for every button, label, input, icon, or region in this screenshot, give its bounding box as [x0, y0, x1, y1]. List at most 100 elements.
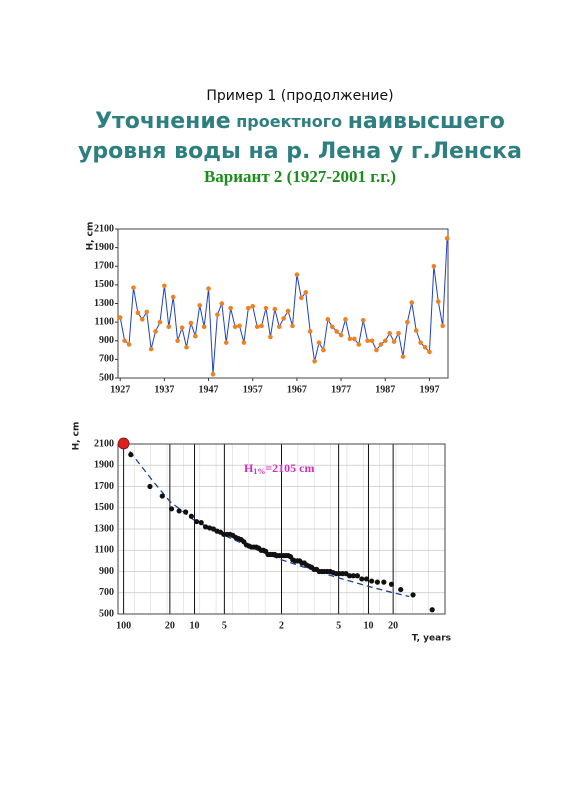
data-point: [281, 316, 286, 321]
x-tick-label: 10: [190, 620, 200, 631]
data-point: [365, 338, 370, 344]
y-tick-label: 2100: [94, 438, 114, 449]
y-tick-label: 1100: [95, 316, 114, 327]
x-tick-label: 100: [116, 620, 131, 631]
y-tick-label: 900: [99, 335, 114, 346]
data-point: [316, 340, 322, 345]
data-point: [184, 344, 189, 350]
title-part: проектного: [236, 112, 342, 131]
title-line: Уточнение проектного наивысшего: [95, 109, 505, 134]
data-point: [166, 324, 172, 330]
data-point: [276, 324, 282, 330]
data-point: [312, 358, 317, 364]
data-point: [259, 323, 264, 329]
data-point: [175, 338, 180, 344]
data-point: [334, 329, 339, 334]
data-point: [378, 342, 384, 347]
data-point: [263, 305, 269, 311]
data-point: [122, 338, 127, 344]
y-axis-label: H, cm: [72, 422, 82, 451]
data-point: [135, 310, 141, 316]
data-point: [290, 323, 295, 329]
data-point: [162, 283, 167, 289]
slide-label: Пример 1 (продолжение): [206, 88, 393, 104]
data-point: [232, 324, 238, 330]
data-point: [338, 332, 344, 338]
data-point: [343, 317, 348, 322]
x-axis-label: T, years: [412, 634, 451, 644]
data-point: [359, 576, 365, 582]
annotation: H1%=2105 cm: [244, 461, 315, 476]
y-tick-label: 1500: [94, 279, 114, 290]
data-point: [148, 346, 154, 352]
data-point: [215, 312, 220, 317]
plot-frame: [117, 228, 449, 379]
data-point: [382, 338, 388, 344]
data-point: [197, 303, 203, 308]
annotation-part: H: [244, 461, 254, 475]
y-tick-label: 1300: [94, 523, 114, 534]
x-tick-label: 1987: [375, 384, 395, 395]
data-point: [374, 579, 380, 585]
x-tick-label: 2: [279, 620, 284, 631]
data-point: [228, 305, 233, 311]
y-tick-label: 2100: [94, 223, 114, 234]
data-point: [391, 339, 397, 344]
y-tick-label: 1300: [94, 298, 114, 309]
y-tick-label: 700: [99, 354, 114, 365]
data-point: [237, 323, 242, 329]
data-point: [321, 347, 326, 353]
data-point: [219, 301, 225, 306]
data-point: [347, 336, 353, 342]
data-point: [294, 272, 300, 277]
data-point: [193, 333, 198, 339]
x-tick-label: 1957: [243, 384, 263, 395]
data-point: [427, 349, 432, 355]
data-point: [435, 299, 441, 304]
data-point: [413, 328, 419, 333]
y-tick-label: 1900: [94, 242, 114, 253]
data-point: [363, 576, 370, 582]
y-tick-label: 1700: [94, 261, 114, 272]
title-part: Уточнение: [95, 109, 231, 134]
data-point: [183, 509, 189, 515]
data-point: [418, 340, 423, 345]
subtitle: Вариант 2 (1927-2001 г.г.): [204, 167, 396, 186]
x-tick-label: 5: [222, 620, 227, 631]
data-point: [299, 295, 304, 301]
x-tick-label: 1967: [287, 384, 307, 395]
x-tick-label: 1997: [419, 384, 439, 395]
data-point: [241, 340, 247, 345]
data-point: [369, 338, 375, 344]
data-point: [350, 573, 357, 579]
y-tick-label: 1500: [94, 502, 114, 513]
data-point: [223, 340, 229, 345]
data-point: [246, 305, 251, 311]
data-point: [409, 300, 415, 305]
y-axis-label: H, cm: [86, 222, 96, 251]
data-point: [176, 508, 182, 514]
data-point: [360, 317, 366, 323]
x-tick-label: 1977: [331, 384, 351, 395]
data-point: [157, 319, 163, 325]
data-point: [159, 493, 165, 499]
data-point: [131, 285, 136, 290]
y-tick-label: 1700: [94, 481, 114, 492]
data-point: [422, 344, 428, 350]
data-point: [210, 371, 216, 377]
annotation-part: =2105 cm: [265, 461, 314, 475]
title-part: наивысшего: [348, 109, 505, 134]
data-point: [117, 315, 123, 320]
x-tick-label: 1937: [154, 384, 174, 395]
data-point: [400, 354, 406, 359]
y-tick-label: 1100: [95, 545, 114, 556]
data-point: [147, 483, 153, 490]
annotation-part: 1%: [253, 467, 265, 476]
x-tick-label: 5: [336, 620, 341, 631]
x-tick-label: 10: [363, 620, 373, 631]
data-point: [356, 342, 362, 347]
x-tick-label: 1927: [110, 384, 130, 395]
data-point: [354, 573, 361, 579]
data-point: [272, 306, 278, 312]
